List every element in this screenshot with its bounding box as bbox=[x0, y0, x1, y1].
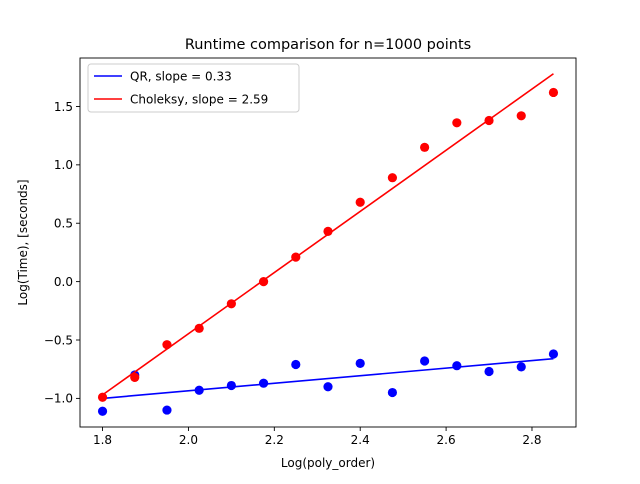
legend: QR, slope = 0.33 Choleksy, slope = 2.59 bbox=[87, 63, 300, 113]
x-tick-label: 2.8 bbox=[522, 433, 541, 447]
cholesky-point bbox=[420, 142, 430, 152]
qr-point bbox=[452, 361, 462, 371]
x-tick-label: 1.8 bbox=[93, 433, 112, 447]
x-tick-label: 2.2 bbox=[265, 433, 284, 447]
qr-point bbox=[548, 349, 559, 359]
qr-fit-line bbox=[102, 357, 554, 400]
x-tick-label: 2.6 bbox=[437, 433, 456, 447]
qr-point bbox=[420, 356, 430, 366]
qr-point bbox=[355, 358, 365, 368]
x-tick-label: 2.0 bbox=[179, 433, 198, 447]
cholesky-point bbox=[226, 299, 236, 309]
cholesky-point bbox=[355, 197, 365, 207]
qr-point bbox=[162, 405, 172, 415]
legend-label-cholesky: Choleksy, slope = 2.59 bbox=[130, 93, 268, 107]
cholesky-point bbox=[97, 392, 108, 402]
legend-label-qr: QR, slope = 0.33 bbox=[130, 70, 232, 84]
y-axis-label: Log(Time), [seconds] bbox=[16, 179, 30, 305]
axes-frame bbox=[79, 57, 577, 428]
y-tick-label: −0.5 bbox=[44, 333, 73, 347]
x-tick-label: 2.4 bbox=[351, 433, 370, 447]
qr-point bbox=[226, 380, 236, 391]
y-tick-label: 0.5 bbox=[54, 217, 73, 231]
y-tick-label: 1.5 bbox=[54, 100, 73, 114]
qr-point bbox=[323, 382, 333, 392]
qr-point bbox=[484, 366, 494, 377]
cholesky-point bbox=[194, 323, 204, 333]
cholesky-point bbox=[291, 252, 301, 262]
qr-point bbox=[291, 359, 301, 370]
y-tick-label: −1.0 bbox=[44, 392, 73, 406]
qr-point bbox=[258, 378, 269, 388]
cholesky-point bbox=[452, 118, 462, 128]
cholesky-point bbox=[548, 87, 559, 98]
cholesky-point bbox=[484, 115, 494, 126]
cholesky-point bbox=[387, 173, 398, 183]
qr-point bbox=[516, 362, 526, 372]
cholesky-point bbox=[130, 372, 140, 382]
cholesky-point bbox=[516, 111, 526, 121]
cholesky-point bbox=[258, 277, 269, 287]
cholesky-point bbox=[323, 226, 333, 237]
y-tick-label: 1.0 bbox=[54, 158, 73, 172]
chart-title: Runtime comparison for n=1000 points bbox=[185, 37, 471, 53]
y-tick-label: 0.0 bbox=[54, 275, 73, 289]
x-axis-label: Log(poly_order) bbox=[281, 456, 375, 470]
legend-box bbox=[87, 63, 300, 113]
axis-ticks: 1.8 2.0 2.2 2.4 2.6 2.8 −1.0 −0.5 0.0 0.5 1.0 1.5 bbox=[44, 100, 542, 447]
qr-point bbox=[387, 387, 398, 398]
plot-area bbox=[97, 73, 559, 416]
cholesky-point bbox=[162, 340, 172, 350]
qr-point bbox=[194, 385, 204, 395]
qr-point bbox=[97, 406, 108, 416]
